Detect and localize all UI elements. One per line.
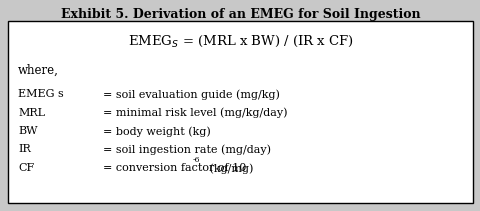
FancyBboxPatch shape [8,21,472,203]
Text: = soil evaluation guide (mg/kg): = soil evaluation guide (mg/kg) [103,89,279,100]
Text: = body weight (kg): = body weight (kg) [103,126,210,137]
Text: EMEG s: EMEG s [18,89,64,99]
Text: MRL: MRL [18,107,45,118]
Text: (kg/mg): (kg/mg) [205,163,252,174]
Text: -6: -6 [192,157,200,165]
Text: = minimal risk level (mg/kg/day): = minimal risk level (mg/kg/day) [103,107,287,118]
Text: IR: IR [18,145,31,154]
Text: CF: CF [18,163,34,173]
Text: = conversion factor of 10: = conversion factor of 10 [103,163,246,173]
Text: EMEG$_S$ = (MRL x BW) / (IR x CF): EMEG$_S$ = (MRL x BW) / (IR x CF) [127,34,353,49]
Text: BW: BW [18,126,37,136]
Text: = soil ingestion rate (mg/day): = soil ingestion rate (mg/day) [103,145,270,155]
Text: where,: where, [18,64,59,77]
Text: Exhibit 5. Derivation of an EMEG for Soil Ingestion: Exhibit 5. Derivation of an EMEG for Soi… [60,8,420,21]
